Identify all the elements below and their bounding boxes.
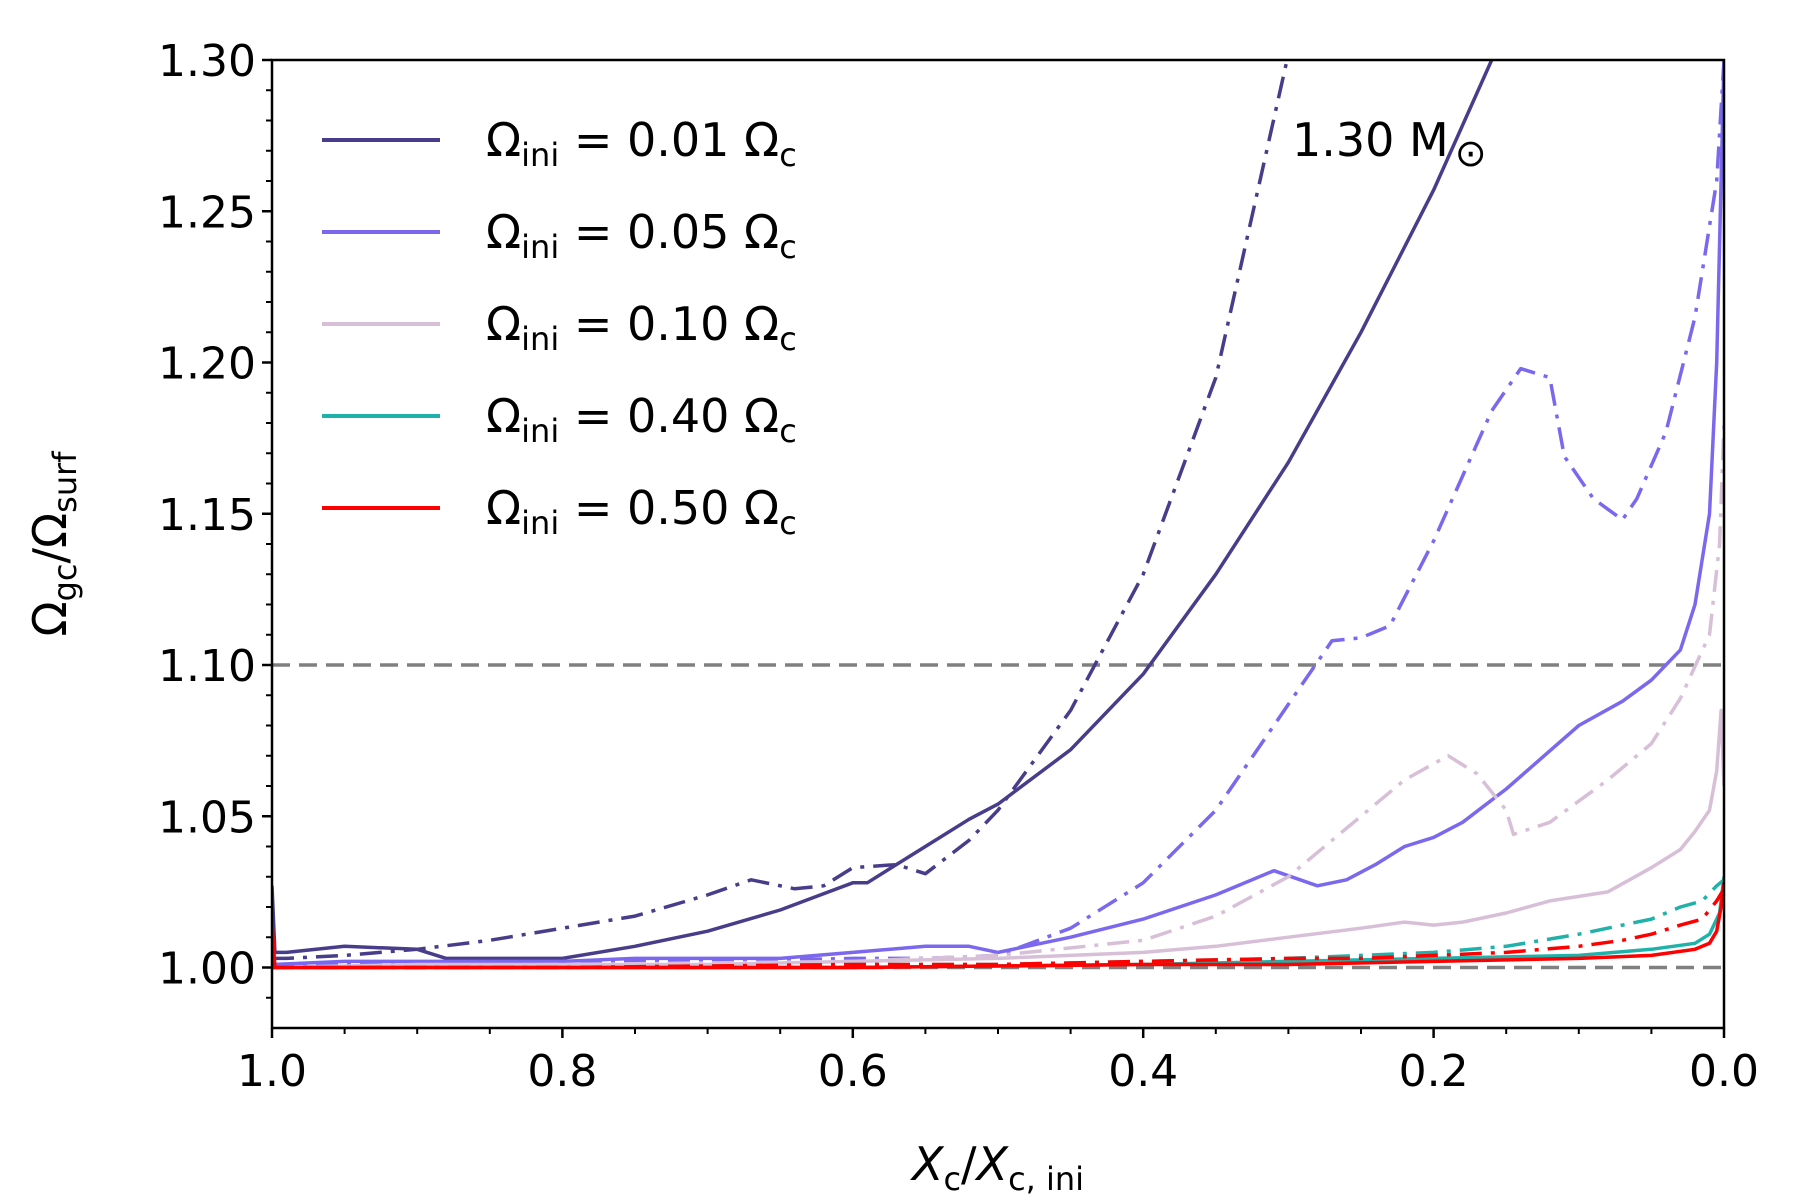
x-axis-label-sub2: c, ini	[1008, 1160, 1084, 1198]
x-tick-label-3: 0.4	[1108, 1046, 1178, 1097]
y-axis-label-main2: Ω	[23, 513, 77, 548]
series-line-8	[272, 882, 1724, 970]
x-axis-label-main2: X	[975, 1137, 1010, 1191]
x-axis-label-sep: /	[961, 1137, 977, 1191]
series-line-5	[272, 422, 1724, 970]
y-tick-label-0: 1.00	[158, 944, 256, 995]
y-axis-label-sub: gc	[46, 563, 84, 601]
series-line-2	[272, 60, 1724, 967]
y-tick-label-3: 1.15	[158, 490, 256, 541]
reference-lines	[272, 663, 1724, 970]
axis-ticks: 1.0 0.8 0.6 0.4 0.2 0.0 1.00 1.05 1.10 1.15 1.20 1.…	[158, 36, 1759, 1097]
series-line-1	[272, 60, 1289, 961]
y-axis-label: Ωgc/Ωsurf	[23, 451, 84, 637]
y-tick-label-6: 1.30	[158, 36, 256, 87]
mass-annotation: 1.30 M ⊙	[1292, 113, 1487, 175]
x-tick-label-1: 0.8	[527, 1046, 597, 1097]
legend-label-1: Ωini = 0.05 Ωc	[486, 205, 797, 266]
legend-label-4: Ωini = 0.50 Ωc	[486, 481, 797, 542]
legend-label-3: Ωini = 0.40 Ωc	[486, 389, 797, 450]
legend-label-2: Ωini = 0.10 Ωc	[486, 297, 797, 358]
series-line-0	[272, 60, 1494, 961]
x-axis-label-sub: c	[943, 1160, 961, 1198]
legend-label-0: Ωini = 0.01 Ωc	[486, 113, 797, 174]
series-line-7	[272, 878, 1724, 970]
series-layer	[272, 60, 1724, 970]
x-tick-label-0: 1.0	[237, 1046, 307, 1097]
series-line-9	[272, 887, 1724, 970]
x-tick-label-5: 0.0	[1689, 1046, 1759, 1097]
series-line-4	[272, 708, 1724, 970]
x-tick-label-2: 0.6	[818, 1046, 888, 1097]
y-tick-label-4: 1.20	[158, 339, 256, 390]
y-tick-label-5: 1.25	[158, 187, 256, 238]
y-axis-label-sub2: surf	[46, 451, 84, 513]
legend: Ωini = 0.01 Ωc Ωini = 0.05 Ωc Ωini = 0.10 …	[322, 113, 797, 542]
mass-annotation-text: 1.30 M	[1292, 113, 1449, 167]
x-tick-label-4: 0.2	[1399, 1046, 1469, 1097]
x-axis-label: Xc/Xc, ini	[910, 1137, 1084, 1198]
y-tick-label-2: 1.10	[158, 641, 256, 692]
y-tick-label-1: 1.05	[158, 792, 256, 843]
series-line-3	[272, 60, 1724, 967]
x-axis-label-main: X	[910, 1137, 945, 1191]
sun-symbol-icon: ⊙	[1455, 131, 1487, 175]
y-axis-label-sep: /	[23, 547, 77, 563]
y-axis-label-main: Ω	[23, 601, 77, 636]
